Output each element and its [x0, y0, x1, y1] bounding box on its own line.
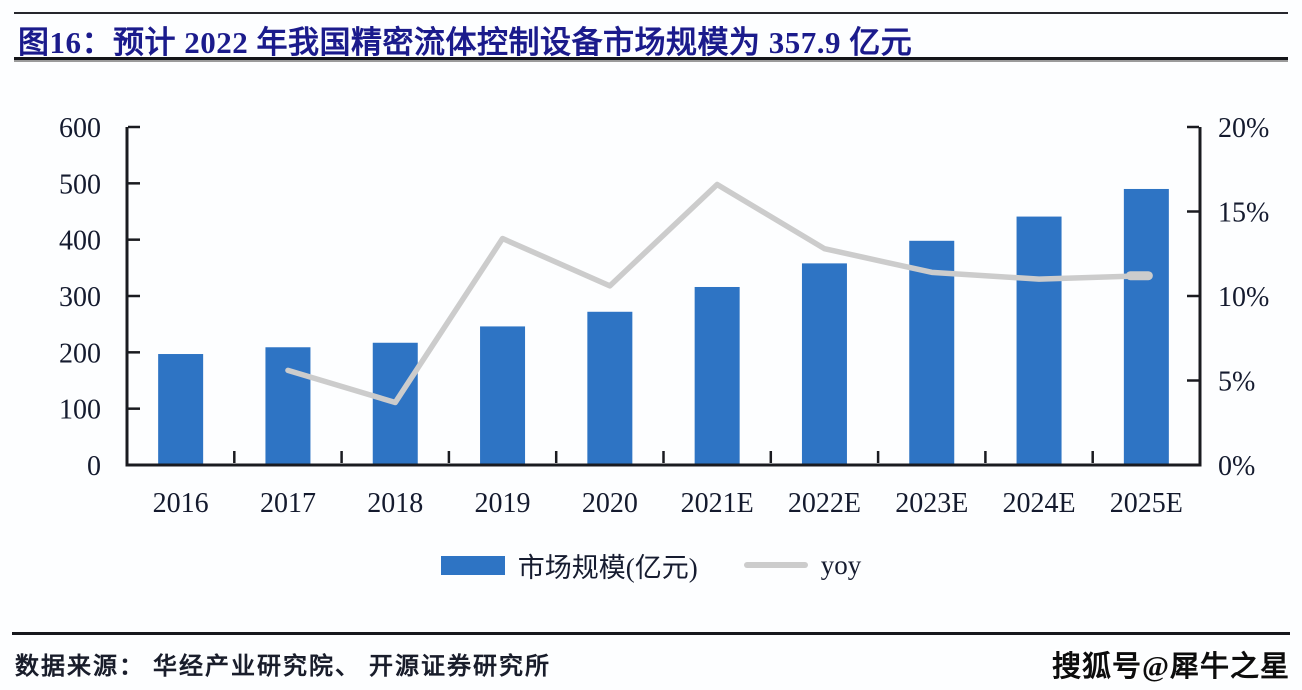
legend-line-swatch [743, 562, 808, 568]
legend-item-market-size: 市场规模(亿元) [440, 546, 698, 585]
left-axis-tick-label-400: 400 [59, 226, 101, 257]
right-axis-tick-label-10%: 10% [1218, 282, 1269, 313]
right-axis-tick-label-0%: 0% [1218, 451, 1255, 482]
legend-label-yoy: yoy [820, 549, 862, 580]
bar-2016 [158, 354, 204, 465]
bar-2025E [1123, 188, 1169, 465]
footer-divider [12, 632, 1290, 635]
left-axis-tick-label-0: 0 [87, 451, 101, 482]
data-source: 数据来源： 华经产业研究院、 开源证券研究所 [15, 654, 551, 680]
right-axis-tick-label-5%: 5% [1218, 367, 1255, 398]
bar-2019 [480, 326, 526, 465]
bar-2024E [1016, 216, 1062, 465]
legend-item-yoy: yoy [743, 549, 862, 581]
legend-bar-swatch [440, 555, 505, 575]
x-axis-tick-label-2024E: 2024E [1002, 488, 1075, 519]
left-axis-tick-label-100: 100 [59, 395, 101, 426]
right-axis-tick-label-20%: 20% [1218, 113, 1269, 144]
left-axis-tick-label-500: 500 [59, 169, 101, 200]
chart-legend: 市场规模(亿元) yoy [0, 549, 1302, 583]
figure-title: 图16：预计 2022 年我国精密流体控制设备市场规模为 357.9 亿元 [18, 25, 913, 60]
chart-axes [125, 127, 1202, 467]
yoy-line [285, 181, 1150, 406]
right-axis-tick-label-15%: 15% [1218, 198, 1269, 229]
bar-2023E [909, 240, 955, 465]
x-axis-tick-label-2023E: 2023E [895, 488, 968, 519]
left-axis-tick-label-600: 600 [59, 113, 101, 144]
left-axis-tick-label-200: 200 [59, 338, 101, 369]
legend-label-market-size: 市场规模(亿元) [517, 552, 698, 583]
watermark: 搜狐号@犀牛之星 [1052, 651, 1290, 683]
x-axis-tick-label-2017: 2017 [260, 488, 316, 519]
x-axis-tick-label-2025E: 2025E [1110, 488, 1183, 519]
x-axis-tick-label-2020: 2020 [582, 488, 638, 519]
top-divider [14, 12, 1288, 14]
bar-2022E [801, 263, 847, 465]
x-axis-tick-label-2019: 2019 [475, 488, 531, 519]
left-axis-tick-label-300: 300 [59, 282, 101, 313]
title-divider [14, 57, 1288, 60]
bar-2017 [265, 347, 311, 465]
x-axis-tick-label-2022E: 2022E [788, 488, 861, 519]
x-axis-tick-label-2021E: 2021E [681, 488, 754, 519]
x-axis-tick-label-2016: 2016 [153, 488, 209, 519]
x-axis-tick-label-2018: 2018 [367, 488, 423, 519]
bar-2021E [694, 286, 740, 465]
bar-2020 [587, 311, 633, 465]
